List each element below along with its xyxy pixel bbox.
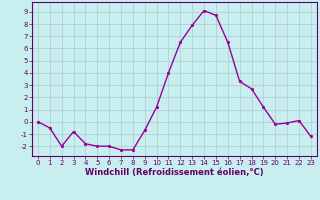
X-axis label: Windchill (Refroidissement éolien,°C): Windchill (Refroidissement éolien,°C) xyxy=(85,168,264,177)
